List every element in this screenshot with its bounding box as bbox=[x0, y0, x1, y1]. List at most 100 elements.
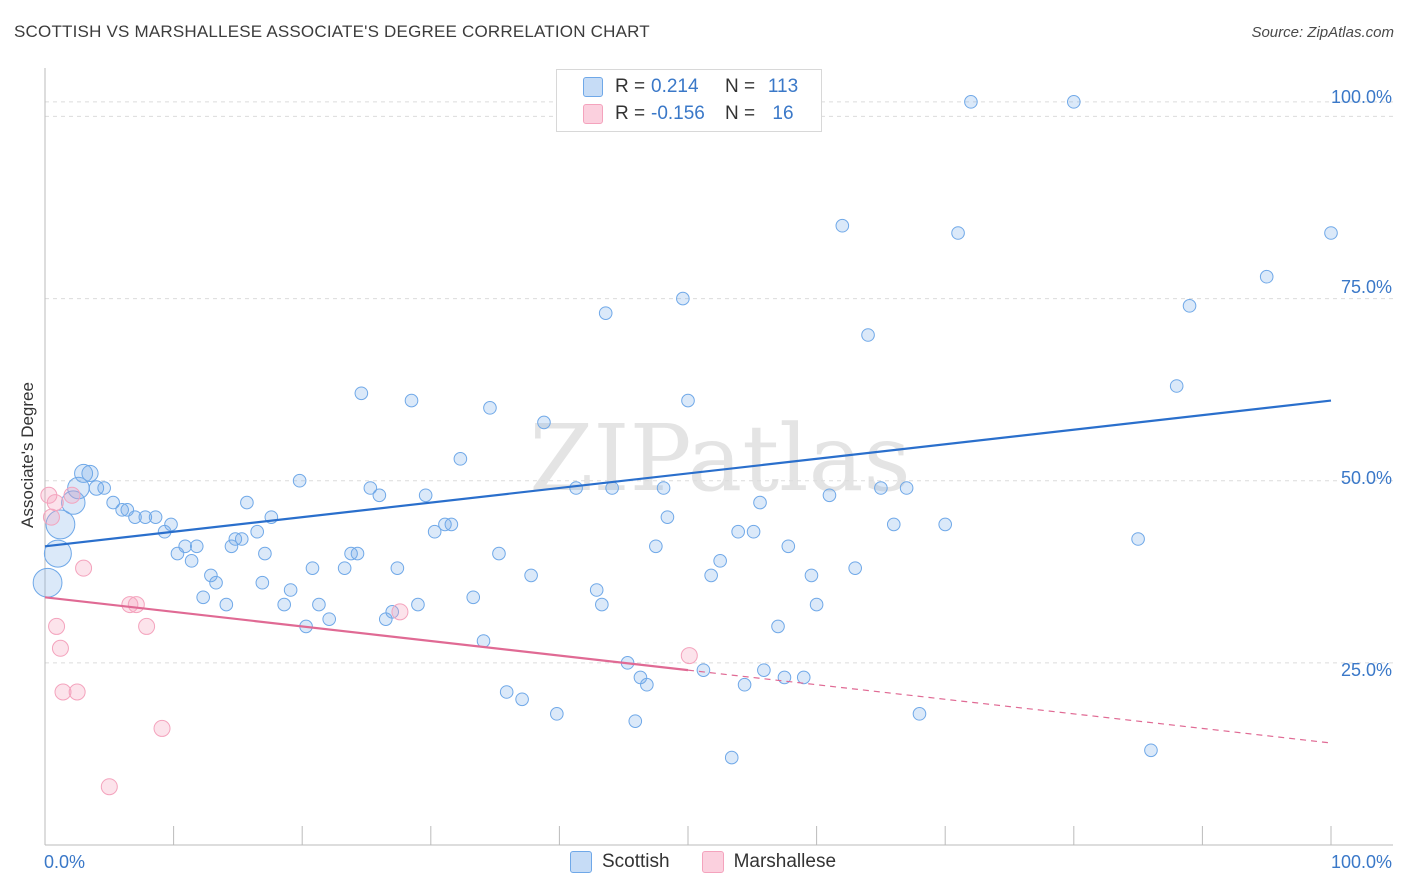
scottish-point bbox=[234, 532, 249, 546]
scottish-point bbox=[861, 328, 875, 342]
scottish-point bbox=[724, 750, 739, 765]
scottish-point bbox=[499, 685, 514, 699]
y-tick-50: 50.0% bbox=[1340, 468, 1392, 488]
legend-item-marshallese[interactable]: Marshallese bbox=[701, 851, 836, 873]
scottish-point bbox=[418, 488, 433, 503]
scottish-point bbox=[537, 415, 551, 430]
scottish-point bbox=[337, 561, 352, 575]
scottish-point bbox=[115, 503, 129, 517]
marshallese-trend-line bbox=[44, 596, 689, 672]
scottish-point bbox=[363, 481, 378, 495]
trend-lines bbox=[44, 399, 1332, 744]
marshallese-point bbox=[46, 494, 64, 512]
marshallese-point bbox=[121, 596, 139, 614]
scottish-point bbox=[628, 714, 643, 728]
scottish-point bbox=[81, 464, 99, 483]
marshallese-legend-swatch bbox=[701, 851, 724, 873]
scottish-point bbox=[305, 561, 320, 575]
scottish-point bbox=[350, 546, 365, 561]
scottish-point bbox=[453, 452, 468, 466]
scottish-point bbox=[746, 524, 761, 539]
scottish-point bbox=[1259, 269, 1274, 284]
marshallese-point bbox=[138, 617, 156, 635]
scottish-point bbox=[189, 539, 204, 554]
legend-item-scottish[interactable]: Scottish bbox=[569, 851, 670, 873]
scottish-point bbox=[196, 590, 210, 605]
n-label: N = bbox=[725, 76, 756, 97]
scottish-point bbox=[255, 575, 270, 590]
scottish-points bbox=[32, 95, 1338, 765]
watermark: ZIPatlas bbox=[529, 405, 910, 512]
scottish-point bbox=[292, 473, 307, 488]
scottish-point bbox=[1182, 299, 1197, 313]
scottish-point bbox=[390, 561, 405, 575]
series-legend: Scottish Marshallese bbox=[0, 851, 1406, 873]
r-value: -0.156 bbox=[651, 103, 705, 124]
scottish-point bbox=[258, 546, 272, 561]
scottish-point bbox=[1324, 226, 1338, 240]
scottish-point bbox=[277, 597, 291, 612]
marshallese-point bbox=[680, 647, 698, 665]
source-label: Source: ZipAtlas.com bbox=[1251, 24, 1394, 41]
scottish-point bbox=[219, 597, 234, 612]
scottish-point bbox=[283, 583, 298, 597]
scottish-point bbox=[128, 510, 142, 524]
scottish-point bbox=[731, 524, 745, 539]
chart-title: SCOTTISH VS MARSHALLESE ASSOCIATE'S DEGR… bbox=[14, 22, 650, 41]
scottish-point bbox=[43, 539, 72, 568]
scottish-point bbox=[696, 663, 711, 677]
scottish-point bbox=[354, 386, 369, 401]
scottish-point bbox=[372, 488, 387, 503]
scottish-point bbox=[753, 495, 767, 510]
scottish-point bbox=[781, 539, 796, 554]
marshallese-point bbox=[51, 639, 69, 657]
scottish-point bbox=[97, 481, 111, 495]
n-value: 16 bbox=[772, 103, 794, 124]
gridlines bbox=[45, 101, 1393, 664]
scottish-point bbox=[178, 539, 192, 554]
scottish-point bbox=[809, 597, 824, 612]
scottish-point bbox=[483, 401, 497, 415]
scottish-point bbox=[492, 546, 506, 561]
scottish-point bbox=[595, 597, 609, 612]
scottish-point bbox=[524, 568, 538, 583]
r-label: R = bbox=[615, 76, 646, 97]
marshallese-swatch bbox=[583, 104, 603, 124]
marshallese-point bbox=[54, 683, 72, 701]
marshallese-point bbox=[63, 486, 81, 504]
r-label: R = bbox=[615, 103, 646, 124]
r-value: 0.214 bbox=[651, 76, 699, 97]
scottish-point bbox=[550, 707, 564, 721]
scottish-point bbox=[598, 306, 613, 320]
scottish-point bbox=[404, 393, 419, 408]
scottish-point bbox=[1169, 379, 1184, 393]
scottish-point bbox=[250, 524, 264, 539]
scottish-point bbox=[676, 291, 690, 306]
scottish-point bbox=[964, 95, 978, 109]
y-tick-100: 100.0% bbox=[1330, 87, 1392, 107]
scottish-point bbox=[660, 510, 675, 524]
scottish-point bbox=[938, 517, 953, 532]
marshallese-point bbox=[68, 683, 86, 701]
scottish-point bbox=[32, 567, 63, 598]
scottish-point bbox=[209, 575, 223, 590]
axes bbox=[44, 68, 1393, 846]
scottish-point bbox=[951, 226, 965, 240]
scottish-point bbox=[835, 218, 850, 233]
scottish-point bbox=[148, 510, 163, 524]
scottish-point bbox=[569, 481, 583, 495]
marshallese-point bbox=[42, 508, 60, 526]
marshallese-point bbox=[48, 617, 66, 635]
n-label: N = bbox=[725, 103, 756, 124]
scottish-point bbox=[796, 670, 811, 685]
marshallese-point bbox=[75, 559, 93, 577]
scottish-point bbox=[45, 509, 76, 540]
scottish-point bbox=[656, 481, 671, 495]
marshallese-point bbox=[40, 486, 58, 504]
scottish-point bbox=[1144, 743, 1158, 758]
scottish-point bbox=[164, 517, 178, 532]
scottish-point bbox=[427, 524, 442, 539]
marshallese-trend-extension bbox=[687, 669, 1332, 744]
scottish-point bbox=[466, 590, 481, 605]
